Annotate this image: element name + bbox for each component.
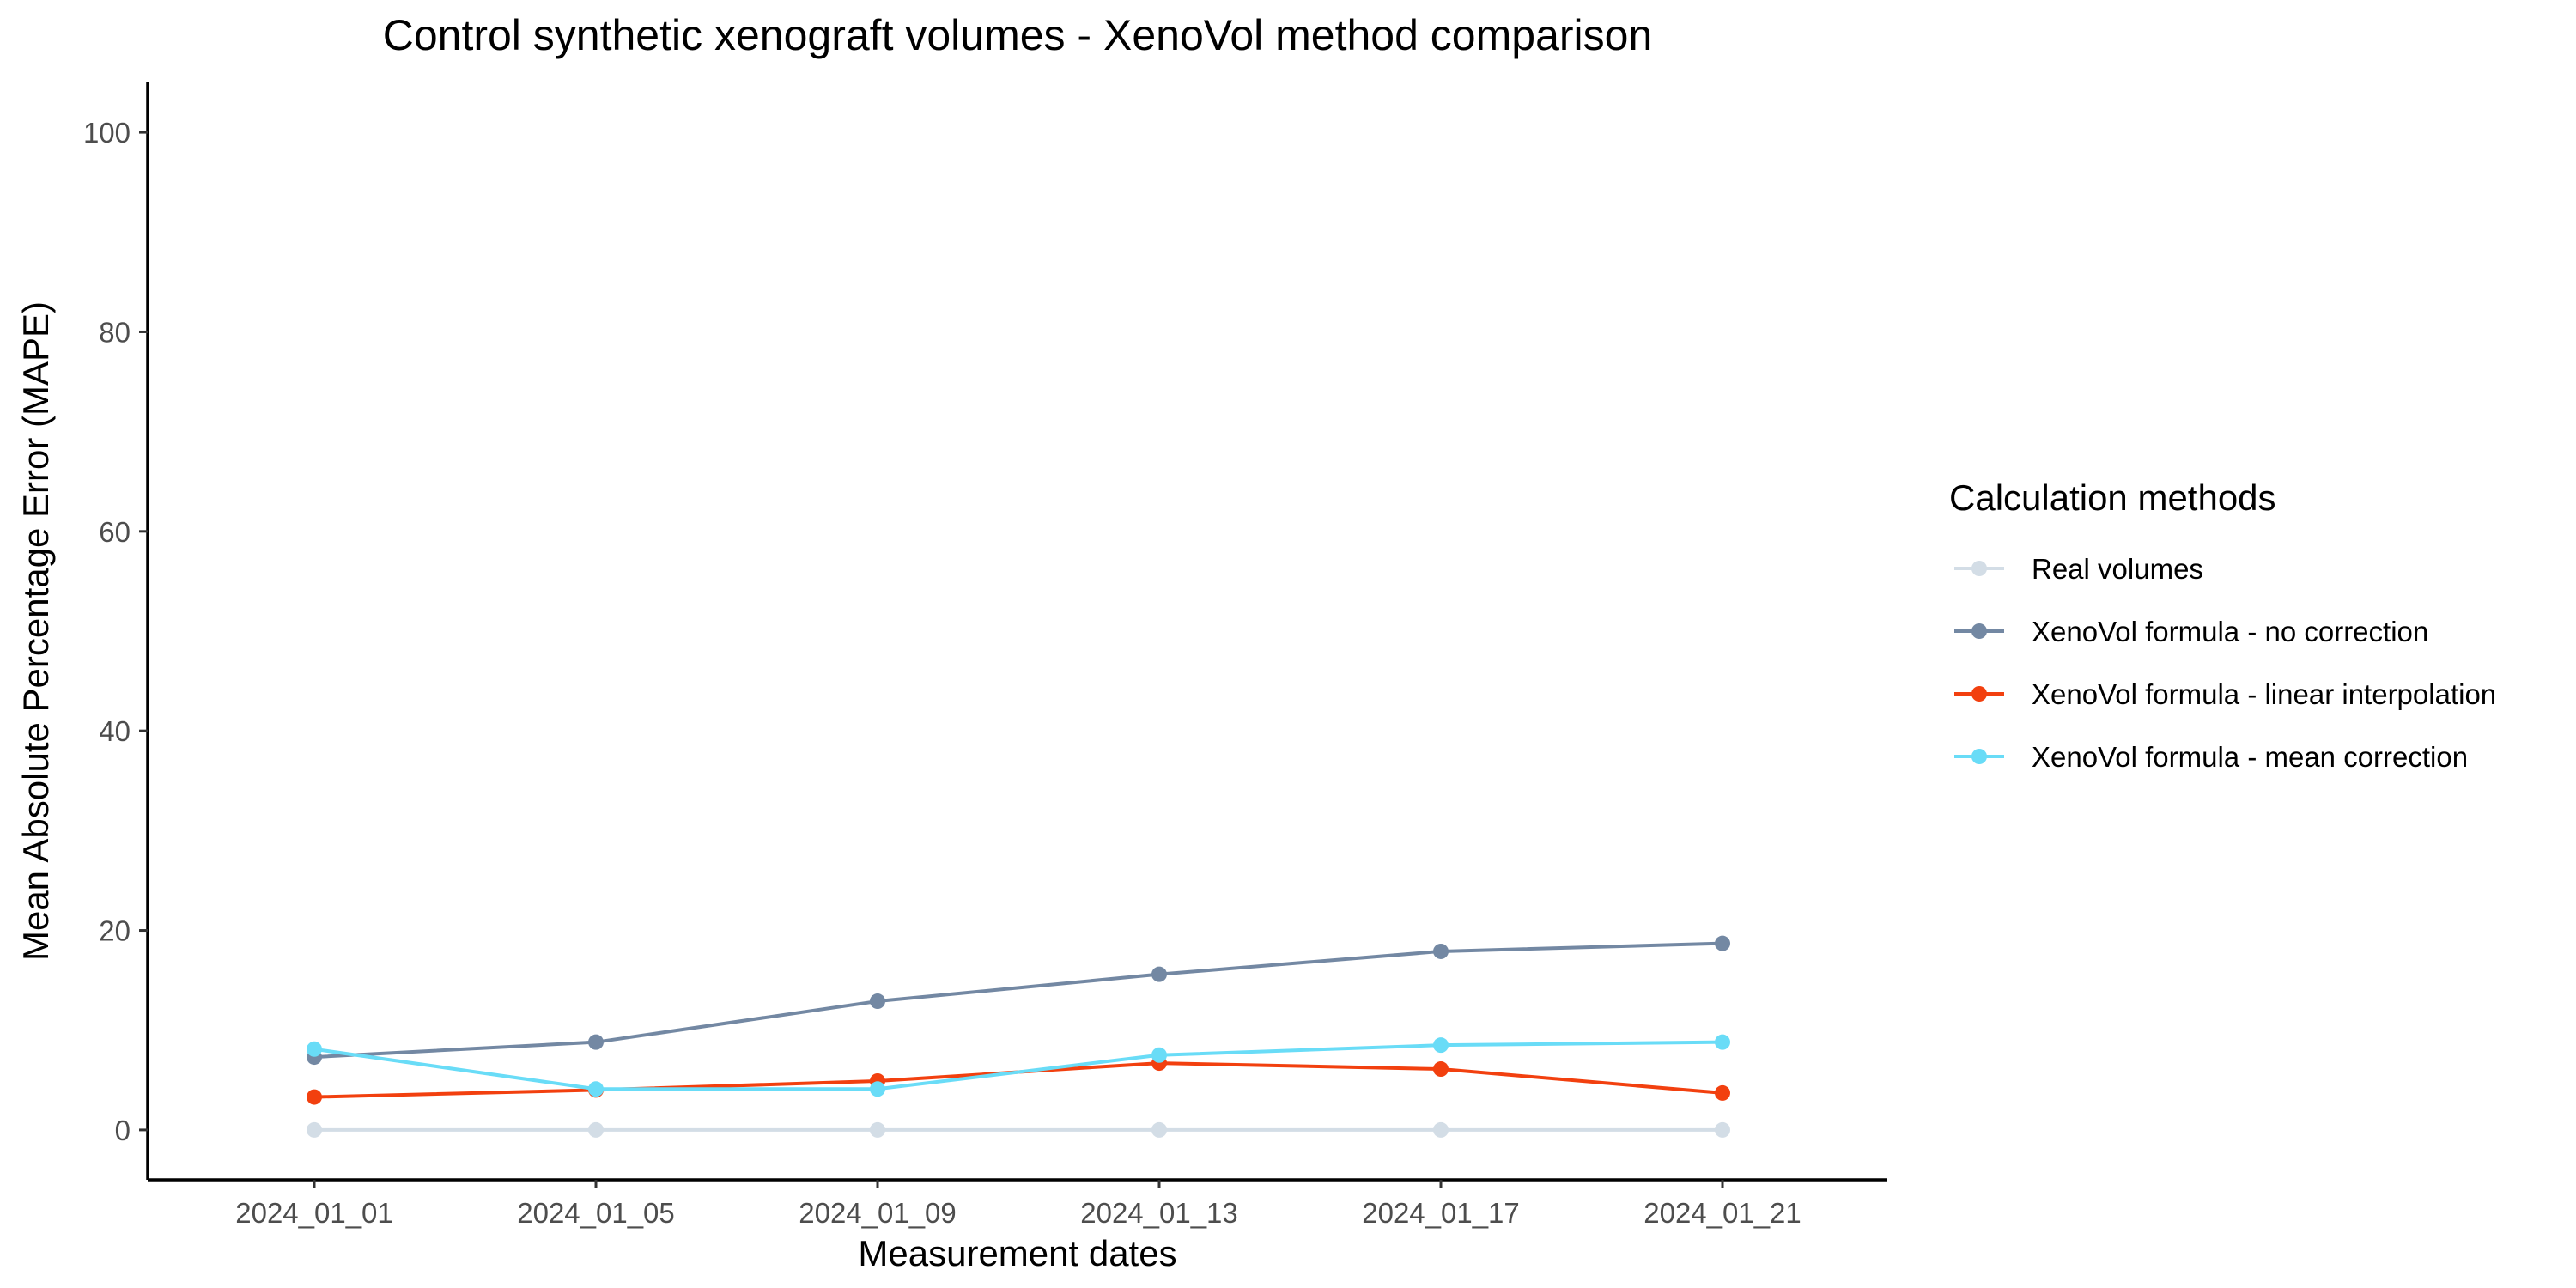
series-layer	[307, 935, 1730, 1138]
data-point	[588, 1081, 604, 1097]
data-point	[307, 1041, 322, 1057]
series-4	[307, 1034, 1730, 1097]
y-axis-title-group: Mean Absolute Percentage Error (MAPE)	[15, 301, 56, 961]
data-point	[588, 1034, 604, 1050]
series-1	[307, 1121, 1730, 1138]
chart-title: Control synthetic xenograft volumes - Xe…	[383, 11, 1653, 59]
x-tick-label: 2024_01_17	[1362, 1197, 1520, 1229]
data-point	[307, 1121, 322, 1138]
data-point	[870, 993, 885, 1010]
data-point	[1715, 1121, 1730, 1138]
data-point	[1151, 1047, 1167, 1063]
x-tick-label: 2024_01_13	[1080, 1197, 1238, 1229]
y-tick-label: 0	[115, 1115, 131, 1146]
legend-key-point	[1971, 561, 1987, 576]
y-tick-label: 40	[99, 715, 131, 747]
legend-key-point	[1971, 623, 1987, 639]
legend-key-point	[1971, 686, 1987, 702]
x-tick-label: 2024_01_09	[799, 1197, 957, 1229]
legend: Calculation methods Real volumes XenoVol …	[1949, 477, 2496, 773]
legend-title: Calculation methods	[1949, 477, 2276, 518]
data-point	[1151, 966, 1167, 982]
legend-label: XenoVol formula - mean correction	[2032, 741, 2468, 773]
data-point	[1151, 1121, 1167, 1138]
data-point	[1433, 1121, 1449, 1138]
legend-item: XenoVol formula - linear interpolation	[1954, 678, 2496, 710]
data-point	[1433, 943, 1449, 959]
axes: 0 20 40 60 80 100 2024_01_01 2024_01_05 2024_01_…	[83, 82, 1887, 1229]
x-tick-label: 2024_01_01	[235, 1197, 393, 1229]
y-tick-label: 60	[99, 516, 131, 548]
data-point	[1715, 1034, 1730, 1050]
data-point	[588, 1121, 604, 1138]
data-point	[1715, 1084, 1730, 1101]
y-axis-title: Mean Absolute Percentage Error (MAPE)	[15, 301, 56, 961]
series-line	[313, 1040, 1723, 1091]
legend-label: XenoVol formula - no correction	[2032, 616, 2428, 647]
x-axis-title: Measurement dates	[858, 1233, 1176, 1273]
series-line	[313, 941, 1723, 1060]
data-point	[1715, 935, 1730, 951]
y-tick-label: 100	[83, 117, 131, 149]
legend-item: XenoVol formula - mean correction	[1954, 741, 2468, 773]
legend-items: Real volumes XenoVol formula - no correct…	[1954, 553, 2496, 773]
data-point	[870, 1121, 885, 1138]
x-tick-label: 2024_01_05	[517, 1197, 675, 1229]
data-point	[307, 1089, 322, 1105]
legend-key-point	[1971, 749, 1987, 764]
series-3	[307, 1055, 1730, 1105]
data-point	[1433, 1061, 1449, 1078]
x-tick-label: 2024_01_21	[1643, 1197, 1801, 1229]
data-point	[870, 1081, 885, 1097]
legend-item: Real volumes	[1954, 553, 2203, 585]
data-point	[1433, 1037, 1449, 1054]
legend-label: Real volumes	[2032, 553, 2203, 585]
legend-label: XenoVol formula - linear interpolation	[2032, 678, 2496, 710]
y-tick-label: 80	[99, 316, 131, 348]
y-tick-label: 20	[99, 915, 131, 947]
legend-item: XenoVol formula - no correction	[1954, 616, 2428, 647]
